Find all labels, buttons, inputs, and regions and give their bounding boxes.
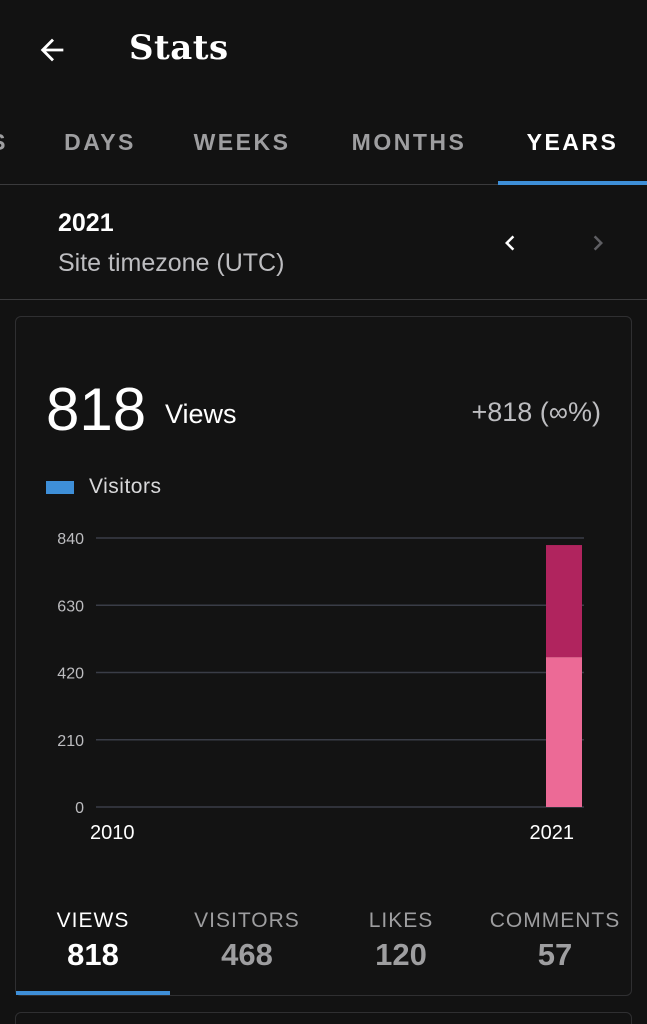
views-change: +818 (∞%) [471,397,601,427]
summary-views[interactable]: VIEWS 818 [16,903,170,997]
summary-likes[interactable]: LIKES 120 [324,903,478,997]
tab-weeks[interactable]: WEEKS [193,129,291,155]
tab-years[interactable]: YEARS [526,129,619,155]
chevron-left-icon [505,235,515,251]
summary-visitors[interactable]: VISITORS 468 [170,903,324,997]
period-tabs: S DAYS WEEKS MONTHS YEARS [0,100,647,185]
y-tick-label: 630 [57,598,84,615]
summary-views-label: VIEWS [56,909,130,932]
x-tick-label: 2010 [90,822,135,844]
summary-visitors-value: 468 [221,937,273,972]
summary-comments-value: 57 [537,937,573,972]
summary-likes-value: 120 [375,937,427,972]
legend-label: Visitors [89,475,162,498]
summary-indicator [16,991,170,995]
stats-card: 818 Views +818 (∞%) Visitors 840 630 420 21… [15,316,632,996]
next-card [15,1012,632,1024]
chart-legend: Visitors [46,473,161,501]
bar-visitors [546,657,582,807]
summary-likes-label: LIKES [368,909,434,932]
bar-views [546,545,582,658]
tab-days[interactable]: DAYS [64,129,136,155]
previous-period-button[interactable] [488,221,532,265]
y-tick-label: 420 [57,666,84,683]
views-unit-label: Views [165,399,237,429]
summary-comments[interactable]: COMMENTS 57 [478,903,632,997]
period-title: 2021 [58,209,114,237]
summary-visitors-label: VISITORS [194,909,300,932]
tab-indicator [498,181,647,185]
summary-comments-label: COMMENTS [489,909,621,932]
y-tick-label: 0 [75,800,84,817]
y-tick-label: 840 [57,531,84,548]
next-period-button[interactable] [576,221,620,265]
views-total: 818 [46,376,147,443]
chevron-right-icon [593,235,603,251]
period-subtitle: Site timezone (UTC) [58,249,285,277]
tab-months[interactable]: MONTHS [351,129,467,155]
y-tick-label: 210 [57,733,84,750]
tab-partial[interactable]: S [0,100,10,185]
back-button[interactable] [24,22,80,78]
arrow-left-icon [40,38,64,62]
top-app-bar: Stats [0,0,647,100]
period-header: 2021 Site timezone (UTC) [0,185,647,300]
page-title: Stats [129,28,229,68]
summary-views-value: 818 [67,937,119,972]
legend-swatch [46,480,74,494]
x-tick-label: 2021 [530,822,575,844]
summary-tabs: VIEWS 818 VISITORS 468 LIKES 120 COMMENT… [16,903,633,997]
views-bar-chart[interactable]: 840 630 420 210 0 2010 2021 [16,517,633,857]
